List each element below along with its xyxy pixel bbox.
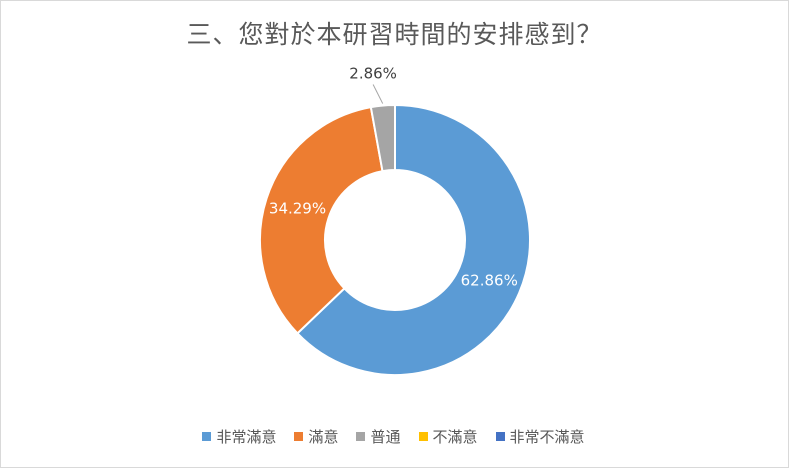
data-label-2: 34.29% (269, 199, 326, 217)
legend-swatch (202, 432, 212, 441)
donut-slices (259, 103, 531, 376)
legend-swatch (356, 432, 366, 441)
legend-item-4: 不滿意 (418, 426, 478, 447)
legend-item-2: 滿意 (294, 426, 338, 447)
data-labels: 62.86% 34.29% 2.86% (269, 65, 518, 290)
legend-item-3: 普通 (356, 426, 401, 447)
slice-1 (296, 103, 531, 376)
data-label-1: 62.86% (461, 271, 518, 289)
legend-label: 滿意 (308, 428, 339, 446)
legend-swatch (294, 432, 304, 441)
data-label-3: 2.86% (349, 65, 397, 83)
leader-lines (372, 84, 384, 104)
legend-item-1: 非常滿意 (202, 426, 276, 447)
chart-title: 三、您對於本研習時間的安排感到？ (186, 20, 603, 49)
legend-label: 不滿意 (432, 428, 478, 446)
legend-label: 非常滿意 (216, 428, 277, 446)
legend-label: 非常不滿意 (509, 428, 585, 446)
legend-swatch (418, 432, 428, 441)
chart-legend: 非常滿意 滿意 普通 不滿意 非常不滿意 (0, 426, 787, 447)
slice-2 (259, 106, 384, 335)
slice-3 (369, 103, 396, 173)
legend-swatch (495, 432, 505, 441)
leader-line-3 (372, 84, 384, 104)
legend-label: 普通 (370, 428, 401, 446)
legend-item-5: 非常不滿意 (495, 426, 585, 447)
